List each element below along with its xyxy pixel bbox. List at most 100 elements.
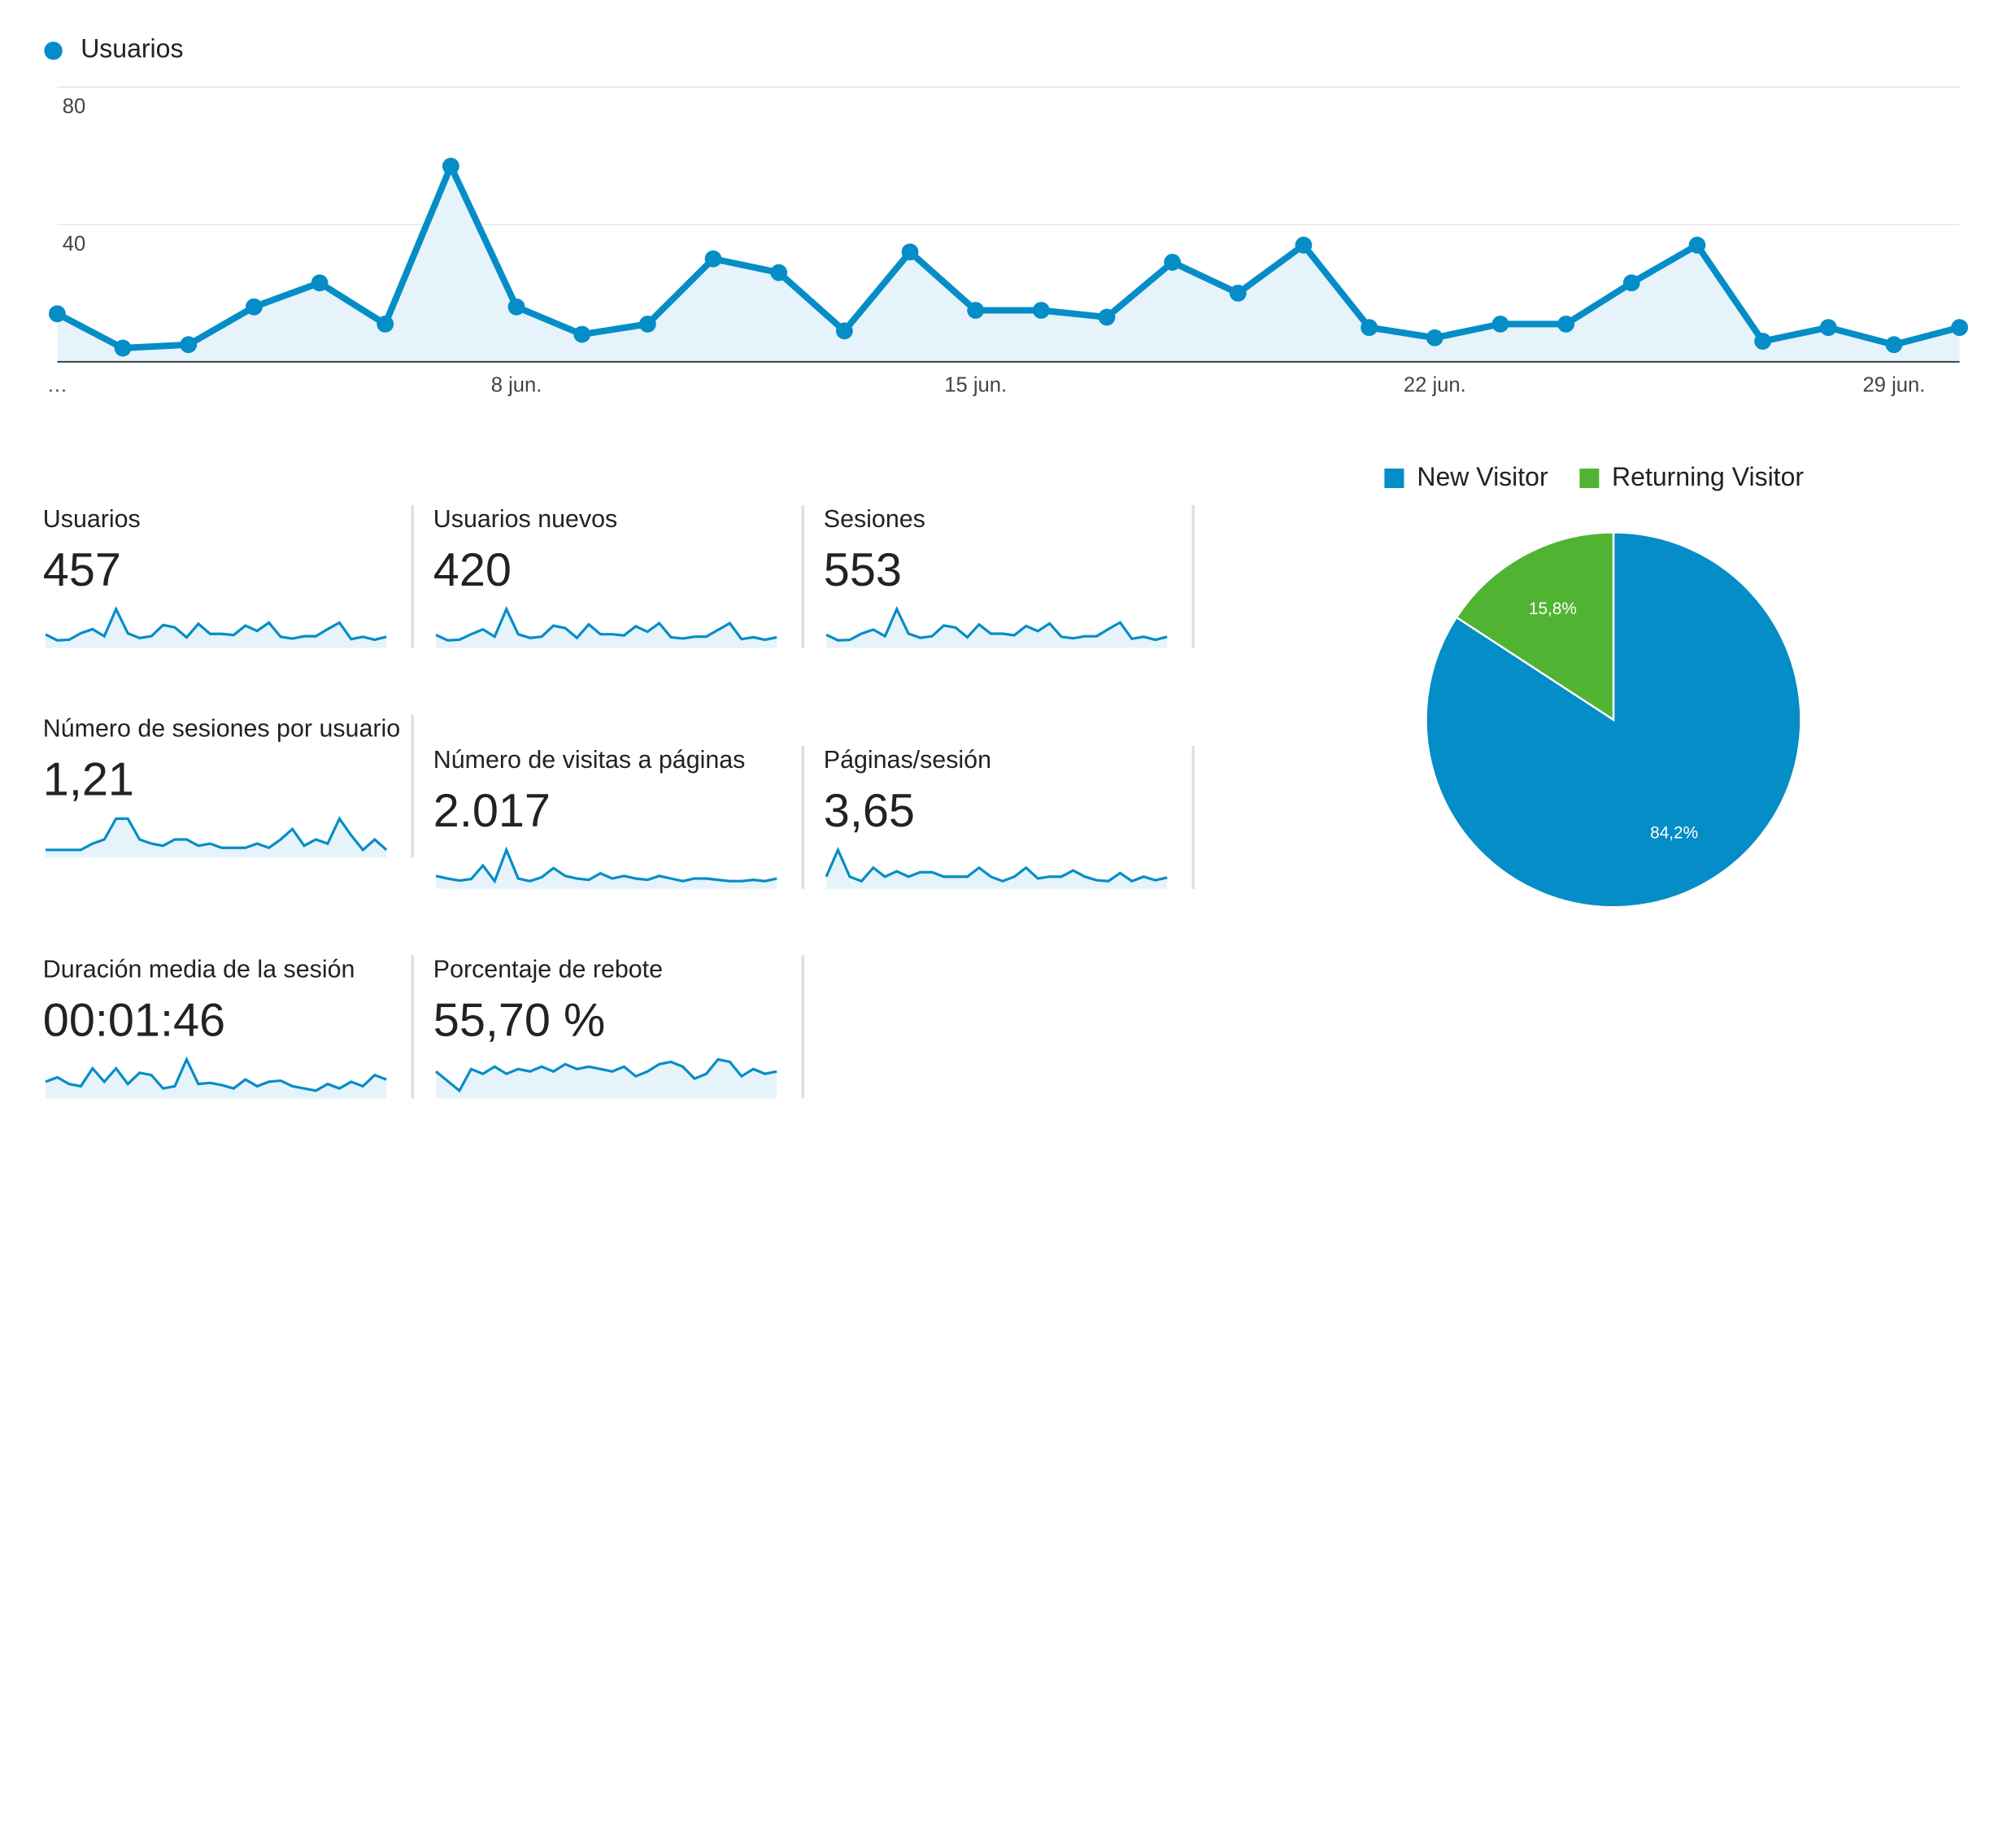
data-point[interactable] [49,305,66,323]
x-tick-label: 29 jun. [1863,374,1926,397]
data-point[interactable] [901,243,919,261]
series-area-usuarios [57,166,1960,362]
x-tick-label: … [47,374,68,397]
data-point[interactable] [507,298,525,316]
data-point[interactable] [704,250,722,268]
metric-sparkline [45,605,387,648]
data-point[interactable] [1688,236,1706,254]
pie-legend-swatch-returning [1579,469,1600,488]
data-point[interactable] [114,339,132,357]
chart-legend: Usuarios [44,35,183,65]
metric-value: 3,65 [823,783,915,837]
metric-card[interactable]: Porcentaje de rebote 55,70 % [411,955,804,1099]
sparkline-area [826,849,1168,889]
data-point[interactable] [1164,254,1182,271]
metric-label: Número de visitas a páginas [433,747,746,774]
data-point[interactable] [770,264,788,281]
legend-label-usuarios: Usuarios [81,35,184,64]
visitor-type-pie-chart: 84,2% 15,8% [1425,531,1802,909]
data-point[interactable] [573,325,591,343]
series-line-usuarios [55,163,1961,351]
data-point[interactable] [1295,236,1313,254]
data-point[interactable] [1885,336,1903,354]
metric-value: 1,21 [42,752,134,806]
metric-card[interactable]: Duración media de la sesión 00:01:46 [21,955,414,1099]
data-point[interactable] [1491,315,1509,333]
x-tick-label: 15 jun. [944,374,1007,397]
data-point[interactable] [245,298,263,316]
data-point[interactable] [1098,308,1116,326]
sparkline-line [45,816,388,852]
sparkline-line [825,846,1168,883]
sparkline-line [435,846,777,884]
usuarios-line-chart: 40 80 … 8 jun. 15 jun. 22 jun. 29 jun. [47,86,1968,397]
metric-card[interactable]: Páginas/sesión 3,65 [802,745,1195,889]
legend-swatch-usuarios [44,41,63,59]
pie-legend-label-new: New Visitor [1417,463,1548,492]
y-tick-label: 40 [63,233,85,255]
sparkline-line [825,605,1168,642]
data-point[interactable] [638,315,656,333]
metric-label: Sesiones [823,506,925,534]
metric-label: Páginas/sesión [823,747,991,774]
data-point[interactable] [180,336,198,354]
pie-legend-item-returning[interactable]: Returning Visitor [1579,464,1804,494]
data-point[interactable] [1754,333,1772,350]
data-point[interactable] [835,322,853,340]
sparkline-line [45,1056,387,1092]
metric-sparkline [434,1057,777,1099]
data-point[interactable] [442,157,459,175]
sparkline-line [435,605,777,642]
metric-card[interactable]: Usuarios 457 [21,504,414,648]
metric-sparkline [435,605,777,648]
data-point[interactable] [311,274,329,292]
metric-value: 553 [823,543,902,596]
metric-label: Porcentaje de rebote [433,957,664,984]
sparkline-line [45,605,387,642]
metric-sparkline [435,846,777,889]
data-point[interactable] [1229,285,1247,302]
metric-sparkline [825,846,1168,889]
x-tick-label: 8 jun. [491,374,542,397]
metric-card[interactable]: Número de visitas a páginas 2.017 [411,745,804,889]
pie-legend: New Visitor Returning Visitor [1384,464,1835,494]
pie-legend-swatch-new [1384,469,1404,488]
data-point[interactable] [1951,319,1968,336]
data-point[interactable] [1032,302,1050,319]
sparkline-line [434,1057,777,1093]
sparkline-area [46,1059,387,1099]
sparkline-area [46,608,387,648]
sparkline-area [436,608,777,648]
metric-value: 420 [433,543,512,596]
metric-value: 2.017 [433,783,551,837]
metric-sparkline [45,816,388,858]
sparkline-area [826,608,1168,648]
metric-value: 55,70 % [433,992,606,1047]
metric-label: Usuarios [42,506,141,534]
sparkline-area [436,1059,777,1099]
metric-sparkline [825,605,1168,648]
data-point[interactable] [1622,274,1640,292]
data-point[interactable] [967,302,985,319]
y-tick-label: 80 [63,95,85,118]
data-point[interactable] [1361,319,1378,336]
pie-label-returning-visitor: 15,8% [1529,600,1577,618]
data-point[interactable] [377,315,394,333]
metric-sparkline [45,1056,387,1099]
metric-label: Número de sesiones por usuario [42,716,401,743]
pie-legend-label-returning: Returning Visitor [1612,463,1805,492]
data-point[interactable] [1819,319,1837,336]
sparkline-area [46,818,387,858]
metric-label: Usuarios nuevos [433,506,618,534]
data-point[interactable] [1557,315,1575,333]
metric-value: 00:01:46 [42,992,226,1047]
data-point[interactable] [1426,329,1443,347]
metric-card[interactable]: Número de sesiones por usuario 1,21 [21,714,414,858]
pie-label-new-visitor: 84,2% [1650,824,1698,843]
metric-card[interactable]: Sesiones 553 [802,504,1195,648]
pie-legend-item-new[interactable]: New Visitor [1384,464,1548,494]
metric-label: Duración media de la sesión [42,957,355,984]
pie-slice-returning-visitor[interactable] [1455,531,1615,722]
x-tick-label: 22 jun. [1404,374,1466,397]
metric-card[interactable]: Usuarios nuevos 420 [411,504,804,648]
